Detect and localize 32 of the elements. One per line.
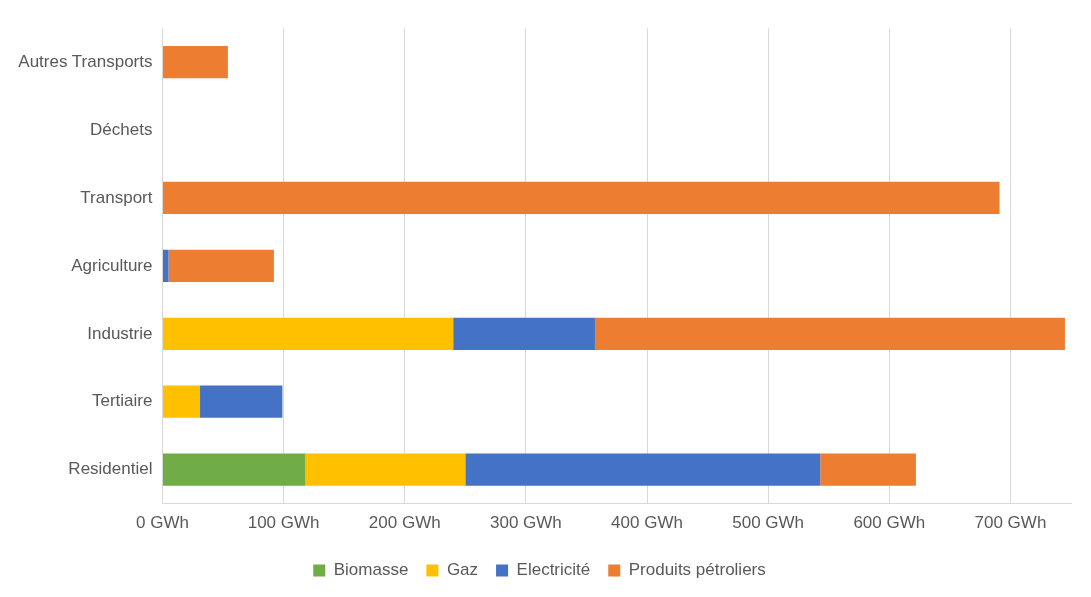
legend-label: Produits pétroliers xyxy=(628,560,766,580)
y-tick-label: Autres Transports xyxy=(18,51,153,71)
y-tick-label: Agriculture xyxy=(71,255,153,275)
legend-label: Biomasse xyxy=(333,560,409,580)
bar xyxy=(162,249,169,283)
bar xyxy=(200,385,283,418)
bar xyxy=(162,453,306,486)
x-tick-label: 0 GWh xyxy=(136,513,189,533)
x-tick-label: 100 GWh xyxy=(247,513,320,533)
x-tick-label: 700 GWh xyxy=(974,513,1047,533)
y-tick-label: Industrie xyxy=(87,323,153,343)
bar xyxy=(465,453,821,486)
bar xyxy=(162,385,201,418)
bar xyxy=(162,181,1000,215)
legend-label: Gaz xyxy=(446,560,479,580)
bar xyxy=(162,46,228,79)
x-tick-label: 300 GWh xyxy=(489,513,562,533)
y-tick-label: Transport xyxy=(80,187,153,207)
bar xyxy=(820,453,916,486)
bar xyxy=(453,317,595,350)
bar xyxy=(162,317,454,350)
x-tick-label: 200 GWh xyxy=(368,513,441,533)
y-tick-label: Residentiel xyxy=(68,459,153,479)
legend-label: Electricité xyxy=(516,560,591,580)
bar xyxy=(305,453,466,486)
bar xyxy=(594,317,1065,350)
bar xyxy=(168,249,274,283)
x-tick-label: 600 GWh xyxy=(853,513,926,533)
y-tick-label: Tertiaire xyxy=(92,391,153,411)
x-tick-label: 400 GWh xyxy=(611,513,683,533)
y-tick-label: Déchets xyxy=(90,119,153,139)
x-tick-label: 500 GWh xyxy=(732,513,805,533)
